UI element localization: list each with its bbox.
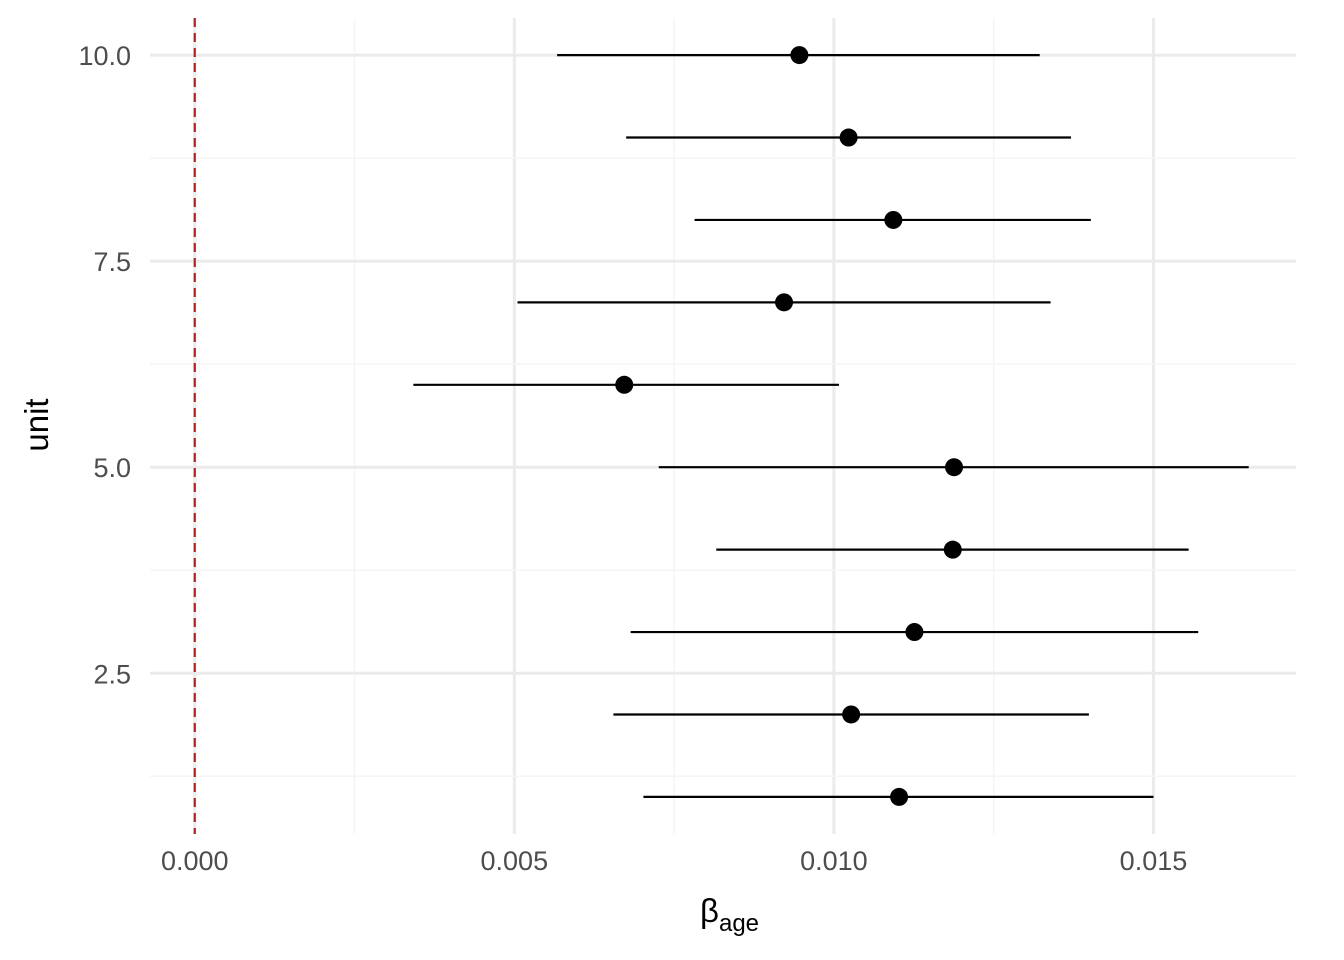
point-estimate-unit-1 [890,787,909,806]
point-estimate-unit-3 [905,623,924,642]
x-axis-title-main: β [700,892,719,929]
point-estimate-unit-7 [775,293,794,312]
x-tick-label: 0.015 [1120,846,1188,876]
y-tick-label: 7.5 [93,247,131,277]
point-estimate-unit-4 [943,540,962,559]
point-estimate-unit-8 [884,210,903,229]
point-estimate-unit-5 [945,458,964,477]
point-estimates [615,46,964,806]
y-tick-label: 5.0 [93,453,131,483]
x-tick-label: 0.005 [481,846,549,876]
interval-bars [413,53,1249,799]
x-tick-label: 0.000 [161,846,229,876]
x-axis-title-subscript: age [719,910,759,937]
x-axis-tick-labels: 0.000 0.005 0.010 0.015 [161,846,1187,876]
point-estimate-unit-9 [839,128,858,147]
point-estimate-unit-10 [790,46,809,65]
y-axis-title: unit [18,398,55,451]
x-axis-title: βage [700,892,759,937]
y-tick-label: 10.0 [78,41,131,71]
point-estimate-unit-2 [842,705,861,724]
x-tick-label: 0.010 [800,846,868,876]
point-estimate-unit-6 [615,375,634,394]
y-tick-label: 2.5 [93,659,131,689]
y-axis-tick-labels: 2.5 5.0 7.5 10.0 [78,41,131,689]
grid-lines [150,18,1296,834]
